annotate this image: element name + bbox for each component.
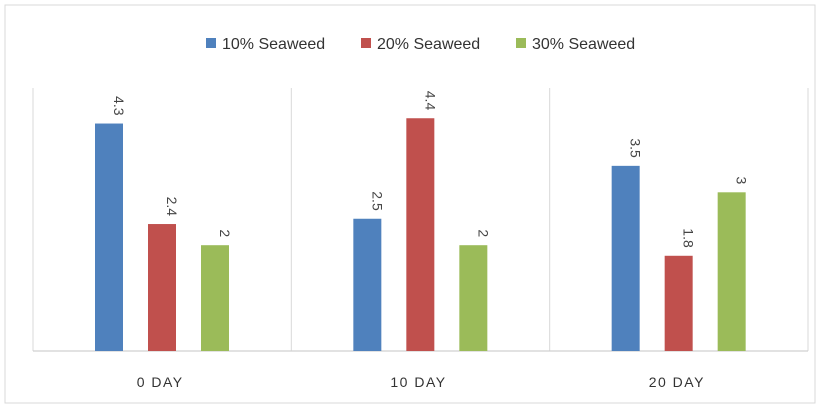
x-tick-0-day: 0 DAY bbox=[137, 374, 184, 390]
data-label-30-seaweed-0-day: 2 bbox=[217, 229, 233, 237]
bar-20-seaweed-10-day bbox=[406, 118, 435, 352]
legend: 10% Seaweed 20% Seaweed 30% Seaweed bbox=[206, 36, 635, 53]
data-label-20-seaweed-10-day: 4.4 bbox=[422, 91, 438, 111]
bar-30-seaweed-20-day bbox=[717, 192, 746, 351]
legend-label-20-seaweed: 20% Seaweed bbox=[377, 36, 480, 53]
bar-10-seaweed-10-day bbox=[353, 218, 382, 351]
legend-label-10-seaweed: 10% Seaweed bbox=[222, 36, 325, 53]
legend-label-30-seaweed: 30% Seaweed bbox=[532, 36, 635, 53]
legend-swatch-10-seaweed bbox=[206, 38, 216, 48]
bar-10-seaweed-0-day bbox=[95, 123, 123, 351]
bar-20-seaweed-0-day bbox=[148, 224, 176, 351]
x-tick-labels: 0 DAY 10 DAY 20 DAY bbox=[137, 374, 705, 390]
legend-swatch-30-seaweed bbox=[516, 38, 526, 48]
data-label-30-seaweed-20-day: 3 bbox=[734, 177, 750, 185]
data-label-20-seaweed-0-day: 2.4 bbox=[164, 197, 180, 217]
bar-30-seaweed-10-day bbox=[459, 245, 488, 351]
data-label-20-seaweed-20-day: 1.8 bbox=[681, 228, 697, 248]
category-dividers bbox=[32, 88, 809, 351]
data-label-10-seaweed-0-day: 4.3 bbox=[111, 96, 127, 116]
x-tick-10-day: 10 DAY bbox=[390, 374, 446, 390]
data-label-10-seaweed-10-day: 2.5 bbox=[369, 191, 385, 211]
data-label-10-seaweed-20-day: 3.5 bbox=[628, 138, 644, 158]
bar-30-seaweed-0-day bbox=[201, 245, 229, 351]
data-labels: 4.3 2.4 2 2.5 4.4 2 3.5 1.8 3 bbox=[111, 91, 750, 248]
bar-10-seaweed-20-day bbox=[611, 165, 640, 351]
data-label-30-seaweed-10-day: 2 bbox=[475, 229, 491, 237]
bar-20-seaweed-20-day bbox=[664, 255, 693, 351]
legend-swatch-20-seaweed bbox=[361, 38, 371, 48]
x-tick-20-day: 20 DAY bbox=[649, 374, 705, 390]
bars bbox=[95, 118, 746, 352]
